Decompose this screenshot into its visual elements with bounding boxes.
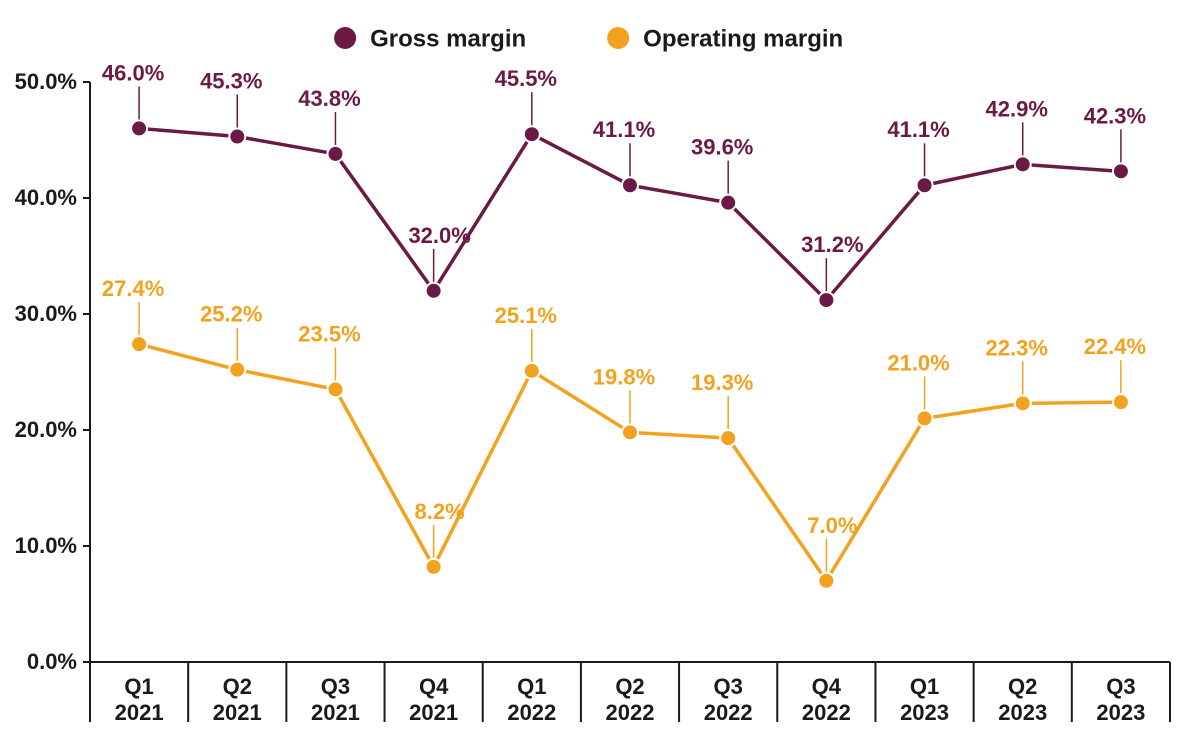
y-tick-label: 0.0% (27, 649, 77, 674)
x-tick-quarter: Q1 (124, 674, 153, 699)
legend-label-om: Operating margin (643, 25, 843, 52)
gm-marker (426, 283, 442, 299)
om-datalabel: 23.5% (298, 321, 360, 346)
x-tick-year: 2023 (900, 700, 949, 725)
gm-datalabel: 45.3% (200, 69, 262, 94)
y-tick-label: 10.0% (15, 533, 77, 558)
om-datalabel: 19.3% (691, 370, 753, 395)
x-tick-year: 2023 (1096, 700, 1145, 725)
om-marker (622, 424, 638, 440)
om-datalabel: 25.2% (200, 302, 262, 327)
gm-datalabel: 39.6% (691, 135, 753, 160)
x-tick-quarter: Q2 (615, 674, 644, 699)
y-tick-label: 20.0% (15, 417, 77, 442)
x-tick-quarter: Q2 (1008, 674, 1037, 699)
gm-marker (131, 120, 147, 136)
gm-datalabel: 42.9% (986, 96, 1048, 121)
om-marker (720, 430, 736, 446)
om-marker (818, 573, 834, 589)
y-tick-label: 50.0% (15, 69, 77, 94)
gm-marker (1113, 163, 1129, 179)
x-tick-quarter: Q1 (910, 674, 939, 699)
legend-marker-om (607, 27, 629, 49)
x-tick-year: 2023 (998, 700, 1047, 725)
x-tick-year: 2022 (606, 700, 655, 725)
om-marker (1015, 395, 1031, 411)
x-tick-quarter: Q3 (321, 674, 350, 699)
x-tick-quarter: Q4 (419, 674, 449, 699)
y-tick-label: 30.0% (15, 301, 77, 326)
x-tick-year: 2022 (507, 700, 556, 725)
om-marker (917, 410, 933, 426)
om-marker (229, 362, 245, 378)
gm-datalabel: 41.1% (593, 117, 655, 142)
x-tick-year: 2021 (213, 700, 262, 725)
x-tick-year: 2021 (311, 700, 360, 725)
x-tick-year: 2021 (115, 700, 164, 725)
x-tick-quarter: Q2 (223, 674, 252, 699)
om-marker (524, 363, 540, 379)
gm-datalabel: 42.3% (1084, 103, 1146, 128)
om-marker (426, 559, 442, 575)
x-tick-quarter: Q1 (517, 674, 546, 699)
x-tick-year: 2022 (802, 700, 851, 725)
x-tick-quarter: Q3 (714, 674, 743, 699)
gm-marker (917, 177, 933, 193)
gm-marker (327, 146, 343, 162)
om-datalabel: 22.4% (1084, 334, 1146, 359)
om-marker (1113, 394, 1129, 410)
x-tick-quarter: Q3 (1106, 674, 1135, 699)
gm-marker (524, 126, 540, 142)
x-tick-year: 2022 (704, 700, 753, 725)
gm-marker (229, 129, 245, 145)
margin-chart: 0.0%10.0%20.0%30.0%40.0%50.0%Q12021Q2202… (0, 0, 1200, 742)
om-datalabel: 8.2% (415, 499, 465, 524)
om-datalabel: 7.0% (807, 513, 857, 538)
gm-datalabel: 45.5% (495, 66, 557, 91)
om-marker (131, 336, 147, 352)
gm-datalabel: 46.0% (102, 60, 164, 85)
gm-marker (720, 195, 736, 211)
om-datalabel: 19.8% (593, 364, 655, 389)
y-tick-label: 40.0% (15, 185, 77, 210)
gm-datalabel: 31.2% (801, 232, 863, 257)
om-datalabel: 21.0% (887, 350, 949, 375)
x-tick-quarter: Q4 (812, 674, 842, 699)
x-tick-year: 2021 (409, 700, 458, 725)
gm-datalabel: 32.0% (408, 223, 470, 248)
om-datalabel: 27.4% (102, 276, 164, 301)
gm-marker (622, 177, 638, 193)
legend-marker-gm (334, 27, 356, 49)
gm-datalabel: 41.1% (887, 117, 949, 142)
gm-datalabel: 43.8% (298, 86, 360, 111)
om-datalabel: 25.1% (495, 303, 557, 328)
om-marker (327, 381, 343, 397)
gm-marker (1015, 156, 1031, 172)
gm-marker (818, 292, 834, 308)
om-datalabel: 22.3% (986, 335, 1048, 360)
legend-label-gm: Gross margin (370, 25, 526, 52)
